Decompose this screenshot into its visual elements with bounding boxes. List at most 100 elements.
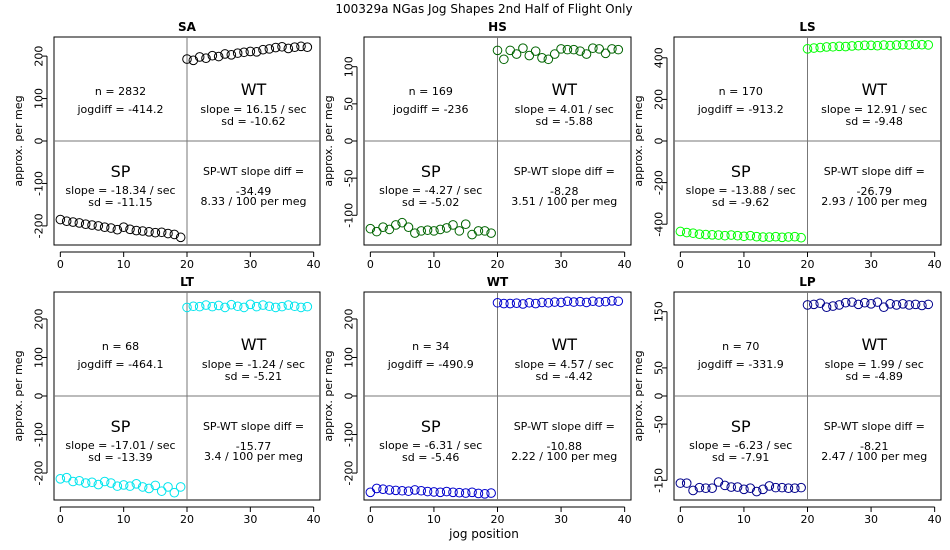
data-point xyxy=(777,232,787,243)
data-point xyxy=(137,226,148,236)
data-point xyxy=(454,226,465,236)
data-point xyxy=(700,483,711,493)
x-tick-label: 0 xyxy=(57,258,64,271)
data-point xyxy=(118,480,129,490)
wt-label: WT xyxy=(861,80,887,99)
sp-label: SP xyxy=(421,162,441,181)
slope-diff-value: -10.88 xyxy=(547,440,582,453)
count-label: n = 70 xyxy=(722,340,759,353)
data-point xyxy=(68,476,78,487)
data-point xyxy=(556,297,566,308)
data-point xyxy=(422,486,433,497)
data-point xyxy=(549,49,560,59)
data-point xyxy=(264,301,275,312)
y-tick-label: -100 xyxy=(343,203,356,228)
data-point xyxy=(828,41,838,52)
data-point xyxy=(713,477,724,487)
wt-sd-label: sd = -4.42 xyxy=(536,370,593,383)
data-point xyxy=(156,227,167,238)
sp-sd-label: sd = -13.39 xyxy=(88,451,152,464)
data-point xyxy=(486,228,496,238)
y-tick-label: 100 xyxy=(343,56,356,77)
data-point xyxy=(556,44,566,54)
data-point xyxy=(524,297,535,308)
data-point xyxy=(859,40,870,51)
data-point xyxy=(904,300,915,310)
x-axis-label: jog position xyxy=(448,527,519,541)
data-point xyxy=(258,300,268,310)
data-point xyxy=(99,476,110,487)
data-point xyxy=(467,229,477,240)
data-point xyxy=(815,42,826,53)
data-point xyxy=(809,43,819,53)
data-point xyxy=(872,297,883,307)
data-point xyxy=(448,220,458,230)
slope-diff-label: SP-WT slope diff = xyxy=(824,420,925,433)
slope-diff-per-meg: 2.93 / 100 per meg xyxy=(821,195,927,208)
data-point xyxy=(853,40,864,51)
data-point xyxy=(600,296,611,307)
data-point xyxy=(156,486,167,496)
data-point xyxy=(416,226,427,236)
data-point xyxy=(283,300,294,310)
data-point xyxy=(429,487,439,497)
sp-slope-label: slope = -18.34 / sec xyxy=(65,184,175,197)
y-tick-label: 200 xyxy=(343,308,356,329)
data-point xyxy=(840,297,851,308)
data-point xyxy=(460,488,471,498)
data-point xyxy=(55,474,66,484)
wt-slope-label: slope = 12.91 / sec xyxy=(821,103,927,116)
jogdiff-label: jogdiff = -913.2 xyxy=(697,103,784,116)
data-point xyxy=(163,228,173,239)
wt-label: WT xyxy=(241,335,267,354)
slope-diff-value: -26.79 xyxy=(857,185,892,198)
data-point xyxy=(118,222,129,232)
panel-title: SA xyxy=(178,20,197,34)
data-point xyxy=(112,481,123,491)
data-point xyxy=(789,483,800,493)
sp-label: SP xyxy=(111,162,131,181)
sp-label: SP xyxy=(111,417,131,436)
data-point xyxy=(758,232,768,242)
y-tick-label: -100 xyxy=(33,422,46,447)
data-point xyxy=(289,42,300,52)
data-point xyxy=(371,483,382,494)
data-point xyxy=(213,300,224,311)
panel-lt: LT 0 10 20 30 40 -200 -100 0 100 200 approx. per me… xyxy=(12,275,321,526)
sp-slope-label: slope = -6.23 / sec xyxy=(689,439,792,452)
data-point xyxy=(479,226,490,236)
data-point xyxy=(745,230,756,241)
data-point xyxy=(885,40,895,51)
x-tick-label: 10 xyxy=(737,513,751,526)
data-point xyxy=(144,483,154,494)
slope-diff-value: -15.77 xyxy=(236,440,271,453)
slope-diff-value: -8.28 xyxy=(550,185,578,198)
wt-sd-label: sd = -5.88 xyxy=(536,115,593,128)
data-point xyxy=(460,219,471,229)
y-tick-label: 100 xyxy=(33,88,46,109)
data-point xyxy=(575,296,585,307)
slope-diff-value: -8.21 xyxy=(860,440,888,453)
data-point xyxy=(499,298,509,309)
count-label: n = 170 xyxy=(719,85,763,98)
data-point xyxy=(390,220,401,230)
y-tick-label: -100 xyxy=(343,422,356,447)
data-point xyxy=(289,301,300,312)
data-point xyxy=(125,481,135,491)
data-point xyxy=(891,40,902,50)
data-point xyxy=(694,482,705,493)
data-point xyxy=(910,39,921,50)
data-point xyxy=(732,482,743,492)
x-tick-label: 10 xyxy=(737,258,751,271)
sp-slope-label: slope = -6.31 / sec xyxy=(379,439,482,452)
y-tick-label: 150 xyxy=(653,301,666,322)
data-point xyxy=(448,487,458,498)
data-point xyxy=(296,302,306,313)
x-tick-label: 10 xyxy=(427,513,441,526)
x-tick-label: 30 xyxy=(864,513,878,526)
data-point xyxy=(194,52,205,62)
x-tick-label: 10 xyxy=(117,258,131,271)
data-point xyxy=(245,299,256,310)
panel-title: WT xyxy=(487,275,509,289)
data-point xyxy=(454,487,465,498)
